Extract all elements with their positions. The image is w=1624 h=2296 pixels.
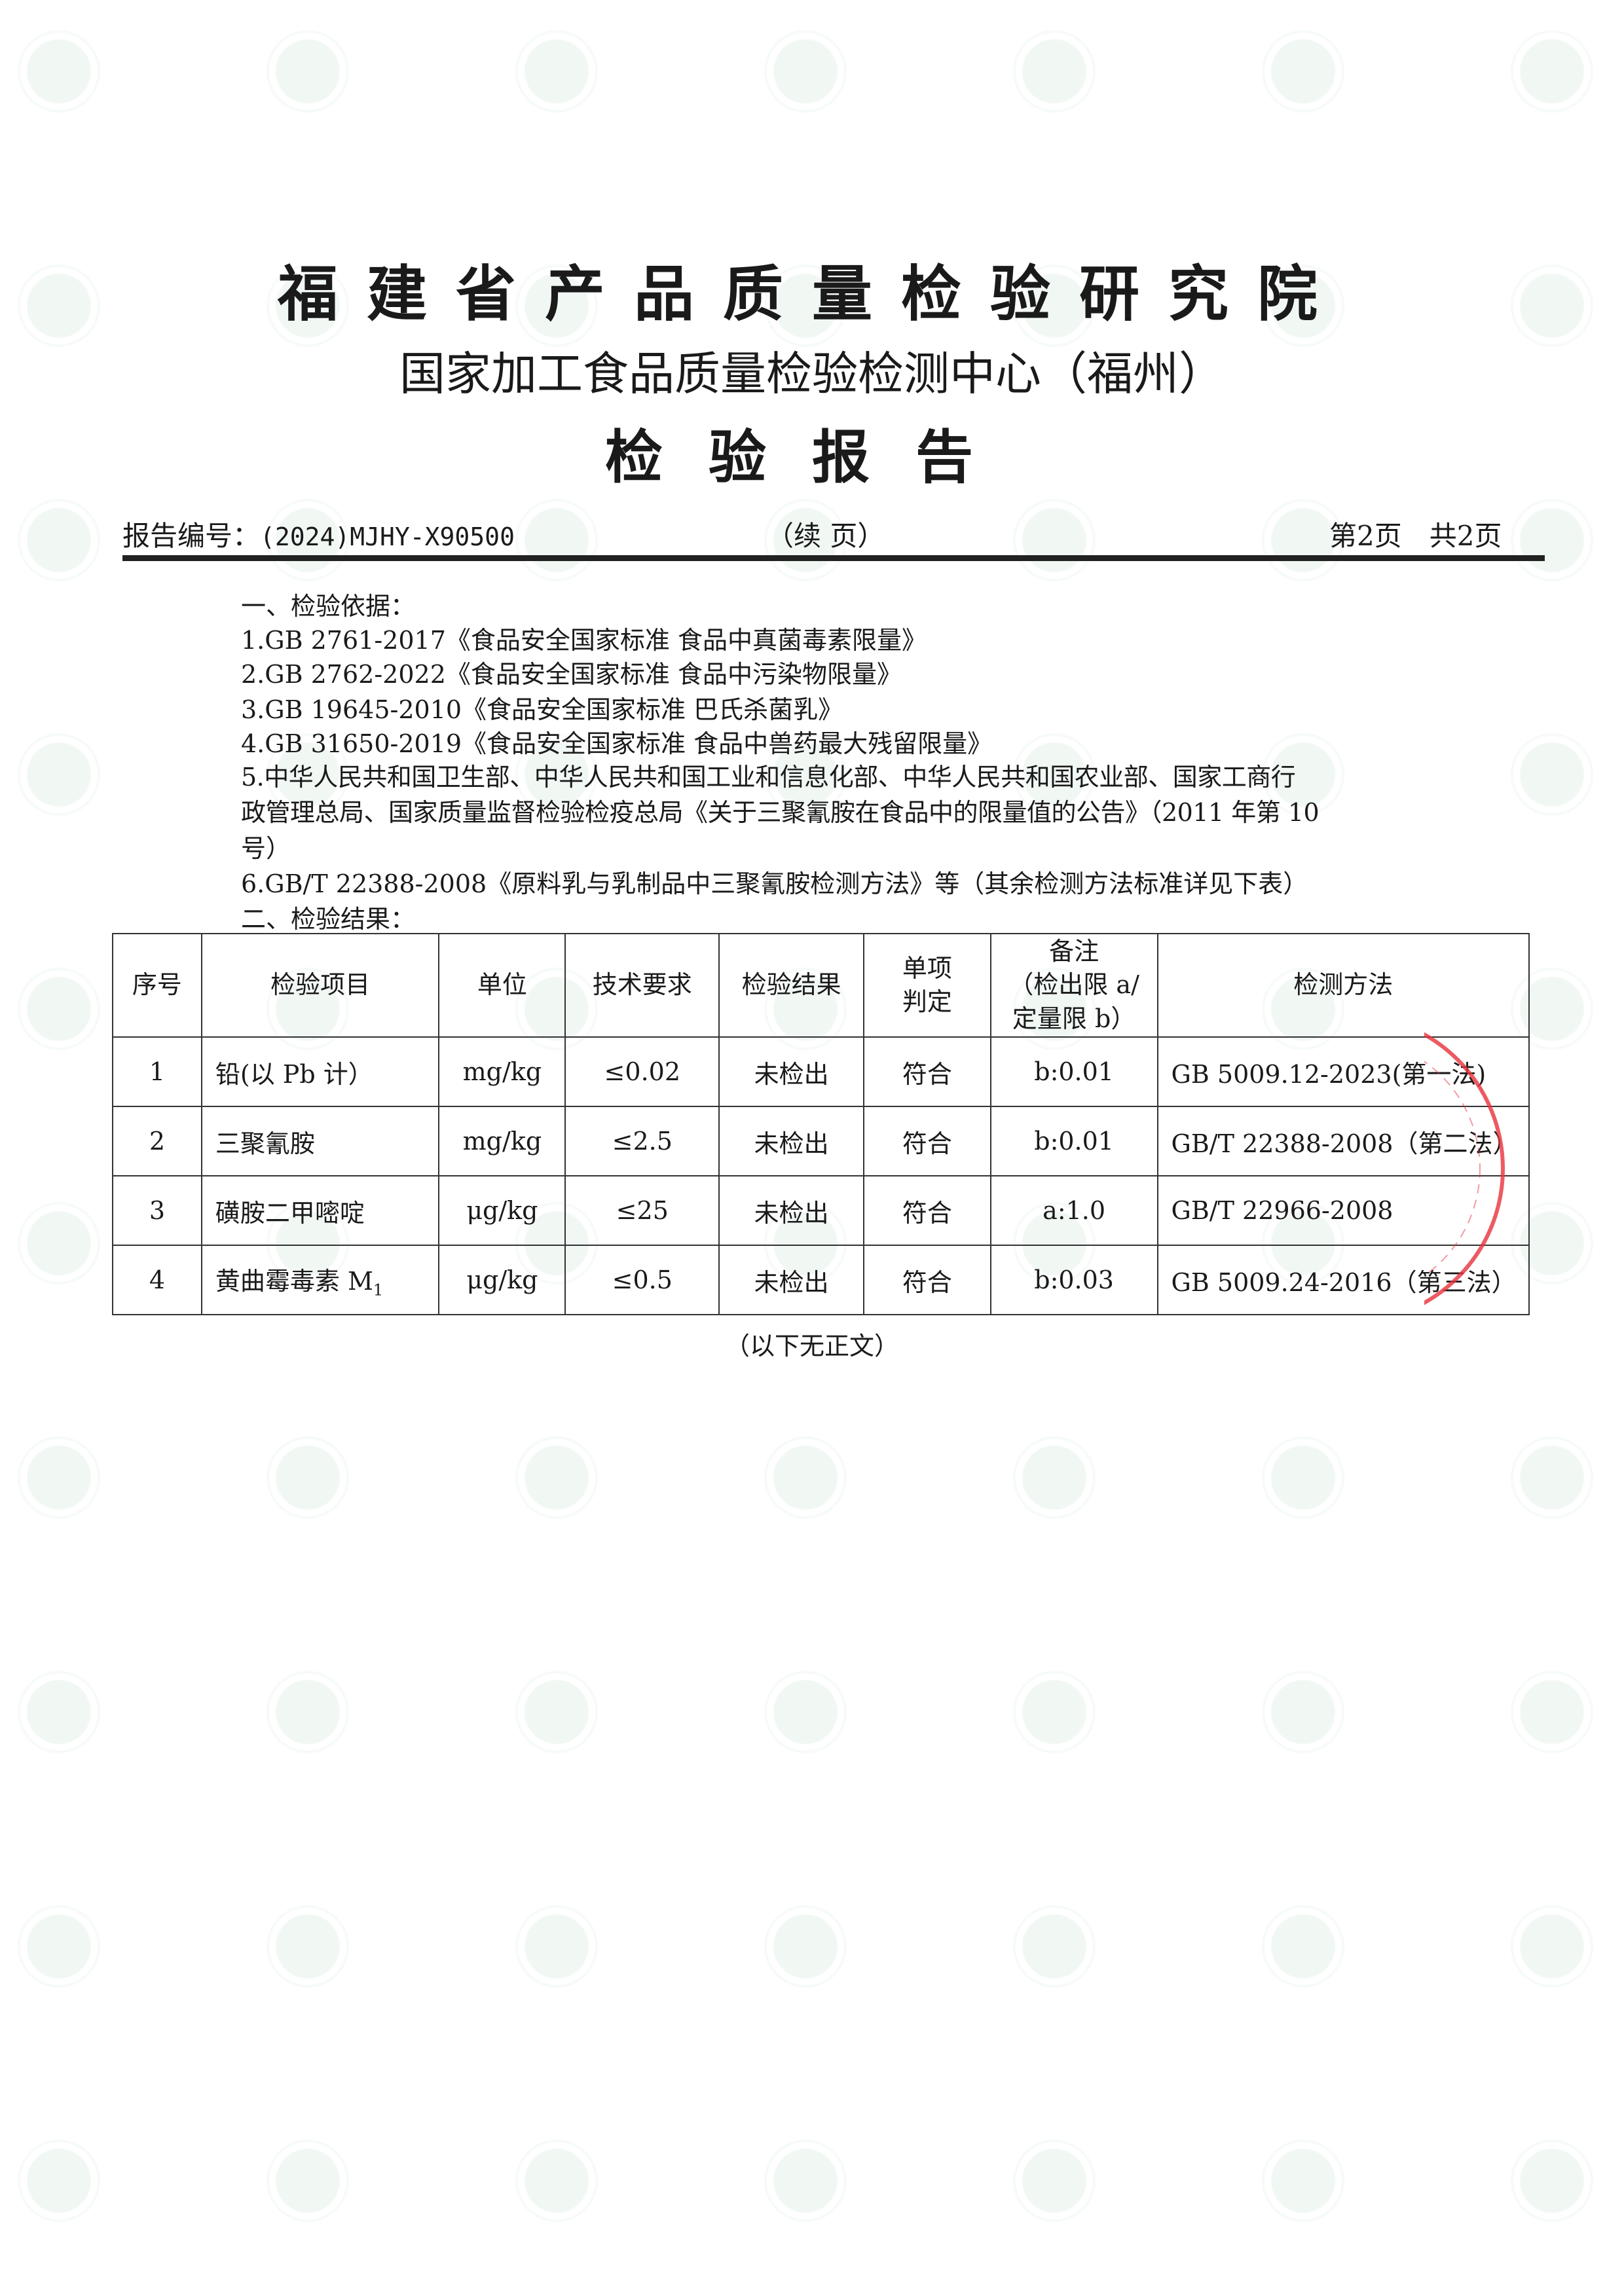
cell-remark: b:0.01 [989, 1036, 1158, 1107]
official-seal-edge [1424, 1032, 1505, 1305]
col-header-item: 检验项目 [200, 933, 440, 1038]
basis-line: 5.中华人民共和国卫生部、中华人民共和国工业和信息化部、中华人民共和国农业部、国… [241, 763, 1296, 792]
col-header-method: 检测方法 [1156, 933, 1530, 1038]
cell-unit: mg/kg [438, 1106, 566, 1176]
cell-item: 铅(以 Pb 计） [200, 1036, 440, 1107]
cell-requirement: ≤25 [564, 1175, 720, 1246]
table-row: 2 三聚氰胺 mg/kg ≤2.5 未检出 符合 b:0.01 GB/T 223… [112, 1106, 1530, 1176]
basis-line: 3.GB 19645-2010《食品安全国家标准 巴氏杀菌乳》 [241, 695, 843, 724]
basis-line: 4.GB 31650-2019《食品安全国家标准 食品中兽药最大残留限量》 [241, 729, 993, 758]
org-name: 福建省产品质量检验研究院 [277, 259, 1346, 329]
col-header-no: 序号 [112, 933, 202, 1038]
cell-remark: b:0.03 [989, 1245, 1158, 1315]
cell-judgement: 符合 [862, 1106, 991, 1176]
col-header-judgement: 单项 判定 [862, 933, 991, 1038]
cell-result: 未检出 [718, 1036, 864, 1107]
results-heading: 二、检验结果： [241, 905, 416, 934]
cell-result: 未检出 [718, 1175, 864, 1246]
table-header-row: 序号 检验项目 单位 技术要求 检验结果 单项 判定 备注 （检出限 a/定量限 b… [112, 933, 1530, 1038]
col-header-result: 检验结果 [718, 933, 864, 1038]
report-number-value: (2024)MJHY-X90500 [260, 522, 515, 551]
cell-result: 未检出 [718, 1106, 864, 1176]
header-divider [122, 555, 1545, 561]
basis-line: 1.GB 2761-2017《食品安全国家标准 食品中真菌毒素限量》 [241, 626, 927, 655]
cell-unit: μg/kg [438, 1245, 566, 1315]
basis-line: 6.GB/T 22388-2008《原料乳与乳制品中三聚氰胺检测方法》等（其余检… [241, 869, 1308, 898]
cell-method: GB 5009.12-2023(第一法) [1156, 1036, 1530, 1107]
cell-result: 未检出 [718, 1245, 864, 1315]
cell-judgement: 符合 [862, 1175, 991, 1246]
table-row: 3 磺胺二甲嘧啶 μg/kg ≤25 未检出 符合 a:1.0 GB/T 229… [112, 1175, 1530, 1246]
results-table: 序号 检验项目 单位 技术要求 检验结果 单项 判定 备注 （检出限 a/定量限 b… [112, 933, 1530, 1315]
report-number-label: 报告编号： [122, 520, 261, 552]
cell-method: GB/T 22388-2008（第二法） [1156, 1106, 1530, 1176]
document-title: 检验报告 [604, 423, 1019, 491]
cell-no: 3 [112, 1175, 202, 1246]
cell-remark: a:1.0 [989, 1175, 1158, 1246]
cell-no: 1 [112, 1036, 202, 1107]
cell-no: 4 [112, 1245, 202, 1315]
basis-line: 政管理总局、国家质量监督检验检疫总局《关于三聚氰胺在食品中的限量值的公告》（20… [241, 798, 1320, 827]
col-header-unit: 单位 [438, 933, 566, 1038]
cell-method: GB/T 22966-2008 [1156, 1175, 1530, 1246]
page-info: 第2页 共2页 [1329, 520, 1502, 552]
basis-line: 号） [241, 834, 291, 863]
continued-label: （续 页） [766, 520, 885, 552]
cell-judgement: 符合 [862, 1245, 991, 1315]
cell-requirement: ≤0.02 [564, 1036, 720, 1107]
cell-requirement: ≤0.5 [564, 1245, 720, 1315]
end-note: （以下无正文） [724, 1332, 899, 1360]
report-number: 报告编号：(2024)MJHY-X90500 [122, 514, 515, 554]
cell-unit: μg/kg [438, 1175, 566, 1246]
basis-line: 2.GB 2762-2022《食品安全国家标准 食品中污染物限量》 [241, 660, 902, 689]
col-header-remark: 备注 （检出限 a/定量限 b） [989, 933, 1158, 1038]
cell-item: 黄曲霉毒素 M1 [200, 1245, 440, 1315]
cell-remark: b:0.01 [989, 1106, 1158, 1176]
col-header-requirement: 技术要求 [564, 933, 720, 1038]
cell-method: GB 5009.24-2016（第三法） [1156, 1245, 1530, 1315]
cell-judgement: 符合 [862, 1036, 991, 1107]
cell-item: 磺胺二甲嘧啶 [200, 1175, 440, 1246]
table-row: 1 铅(以 Pb 计） mg/kg ≤0.02 未检出 符合 b:0.01 GB… [112, 1036, 1530, 1107]
table-row: 4 黄曲霉毒素 M1 μg/kg ≤0.5 未检出 符合 b:0.03 GB 5… [112, 1245, 1530, 1315]
basis-heading: 一、检验依据： [241, 592, 416, 621]
center-name: 国家加工食品质量检验检测中心（福州） [399, 347, 1225, 401]
cell-item: 三聚氰胺 [200, 1106, 440, 1176]
cell-no: 2 [112, 1106, 202, 1176]
cell-unit: mg/kg [438, 1036, 566, 1107]
cell-requirement: ≤2.5 [564, 1106, 720, 1176]
